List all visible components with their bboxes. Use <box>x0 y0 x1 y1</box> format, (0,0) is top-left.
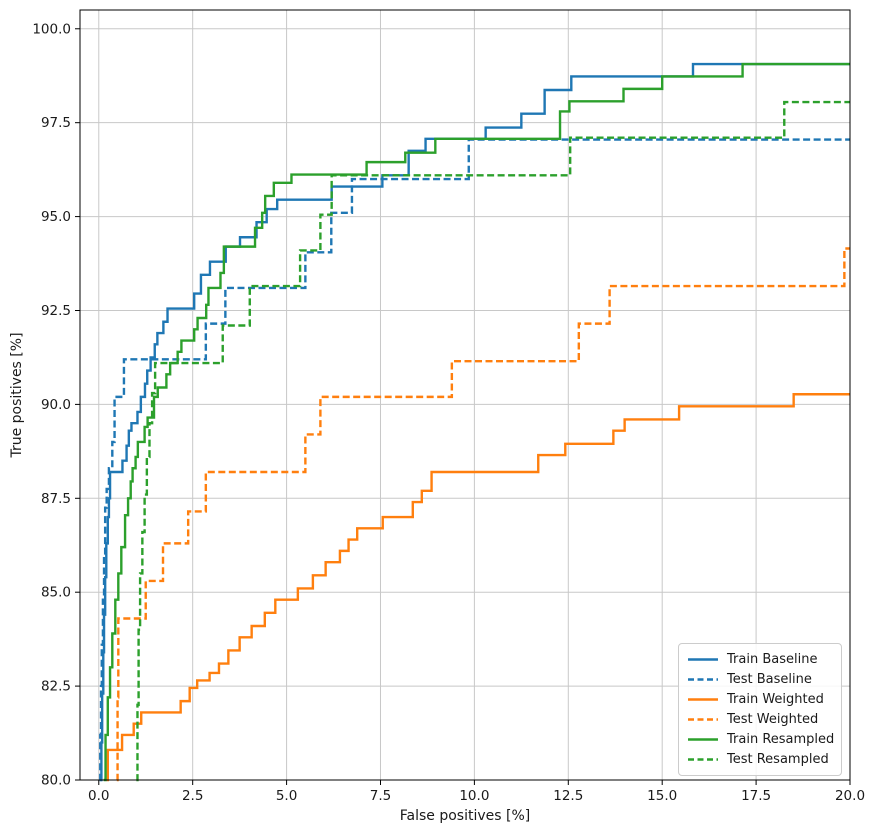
series-line-train-weighted <box>106 393 850 782</box>
legend-line-sample-icon <box>688 738 718 742</box>
legend-item-test-resampled: Test Resampled <box>687 750 833 770</box>
x-tick-label: 20.0 <box>835 788 865 804</box>
series-line-train-baseline <box>100 62 850 782</box>
legend-item-test-weighted: Test Weighted <box>687 710 833 730</box>
x-tick-label: 7.5 <box>370 788 391 804</box>
y-tick-label: 100.0 <box>32 21 71 37</box>
legend-item-train-baseline: Train Baseline <box>687 649 833 669</box>
legend-line-sample-icon <box>688 677 718 681</box>
x-tick-label: 5.0 <box>276 788 297 804</box>
y-tick-label: 85.0 <box>41 585 71 601</box>
y-tick-label: 97.5 <box>41 115 71 131</box>
legend-item-label: Test Resampled <box>727 752 829 768</box>
x-tick-label: 12.5 <box>553 788 583 804</box>
y-axis-label: True positives [%] <box>9 332 25 458</box>
y-tick-label: 95.0 <box>41 209 71 225</box>
x-tick-label: 2.5 <box>182 788 203 804</box>
legend-line-sample-icon <box>688 698 718 701</box>
legend-item-label: Train Resampled <box>727 732 835 748</box>
legend-line-sample-icon <box>688 718 718 721</box>
x-axis-label: False positives [%] <box>399 808 531 824</box>
legend-item-label: Test Baseline <box>727 671 812 687</box>
x-tick-label: 10.0 <box>459 788 489 804</box>
y-tick-label: 80.0 <box>41 773 71 789</box>
y-tick-label: 90.0 <box>41 397 71 413</box>
x-tick-label: 15.0 <box>647 788 677 804</box>
legend-line-sample-icon <box>688 657 718 661</box>
legend-item-train-resampled: Train Resampled <box>687 730 835 750</box>
y-tick-label: 82.5 <box>41 679 71 695</box>
legend-item-train-weighted: Train Weighted <box>687 689 833 709</box>
legend-item-label: Train Baseline <box>727 651 818 667</box>
series-line-train-resampled <box>103 62 850 782</box>
legend-item-label: Test Weighted <box>727 712 819 728</box>
series-line-test-resampled <box>136 100 850 782</box>
legend-item-label: Train Weighted <box>727 691 824 707</box>
x-tick-label: 17.5 <box>741 788 771 804</box>
legend-item-test-baseline: Test Baseline <box>687 669 833 689</box>
plot-border <box>79 9 851 781</box>
legend: Train Baseline Test Baseline Train Weighte… <box>678 643 842 776</box>
series-line-test-baseline <box>99 138 850 782</box>
y-tick-label: 92.5 <box>41 303 71 319</box>
x-tick-label: 0.0 <box>88 788 109 804</box>
y-tick-label: 87.5 <box>41 491 71 507</box>
series-line-test-weighted <box>116 247 850 782</box>
legend-line-sample-icon <box>688 758 718 762</box>
